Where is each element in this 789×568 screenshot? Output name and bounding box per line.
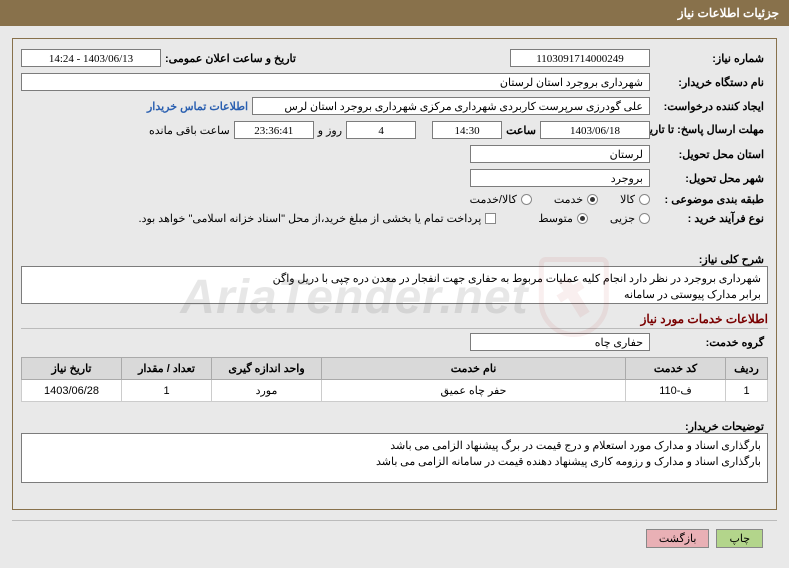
buyer-notes-line1: بارگذاری اسناد و مدارک مورد استعلام و در… — [28, 438, 761, 454]
need-no-value: 1103091714000249 — [510, 49, 650, 67]
need-desc-line2: برابر مدارک پیوستی در سامانه — [28, 287, 761, 303]
remaining-suffix: ساعت باقی مانده — [145, 124, 234, 137]
need-desc-box: شهرداری بروجرد در نظر دارد انجام کلیه عم… — [21, 266, 768, 304]
type-minor-radio[interactable]: جزیی — [610, 212, 650, 225]
radio-icon — [639, 213, 650, 224]
buyer-notes-label: توضیحات خریدار: — [650, 410, 768, 433]
service-group-label: گروه خدمت: — [650, 336, 768, 349]
print-button[interactable]: چاپ — [716, 529, 763, 548]
hms-remaining: 23:36:41 — [234, 121, 314, 139]
radio-icon — [577, 213, 588, 224]
deadline-date: 1403/06/18 — [540, 121, 650, 139]
requester-label: ایجاد کننده درخواست: — [650, 100, 768, 113]
class-goods-service-text: کالا/خدمت — [470, 193, 517, 206]
details-fieldset: شماره نیاز: 1103091714000249 تاریخ و ساع… — [12, 38, 777, 510]
class-service-radio[interactable]: خدمت — [554, 193, 598, 206]
service-group-value: حفاری چاه — [470, 333, 650, 351]
td-idx: 1 — [726, 380, 768, 402]
city-label: شهر محل تحویل: — [650, 172, 768, 185]
city-value: بروجرد — [470, 169, 650, 187]
province-value: لرستان — [470, 145, 650, 163]
buyer-notes-line2: بارگذاری اسناد و مدارک و رزومه کاری پیشن… — [28, 454, 761, 470]
radio-icon — [521, 194, 532, 205]
province-label: استان محل تحویل: — [650, 148, 768, 161]
th-qty: تعداد / مقدار — [122, 358, 212, 380]
type-medium-radio[interactable]: متوسط — [538, 212, 588, 225]
class-goods-service-radio[interactable]: کالا/خدمت — [470, 193, 532, 206]
type-minor-text: جزیی — [610, 212, 635, 225]
time-label: ساعت — [502, 124, 540, 137]
buyer-org-label: نام دستگاه خریدار: — [650, 76, 768, 89]
announce-dt-value: 1403/06/13 - 14:24 — [21, 49, 161, 67]
days-remaining: 4 — [346, 121, 416, 139]
deadline-label: مهلت ارسال پاسخ: تا تاریخ: — [650, 124, 768, 136]
radio-icon — [639, 194, 650, 205]
class-label: طبقه بندی موضوعی : — [650, 193, 768, 206]
announce-dt-label: تاریخ و ساعت اعلان عمومی: — [161, 52, 300, 65]
page-title: جزئیات اطلاعات نیاز — [678, 6, 779, 20]
td-qty: 1 — [122, 380, 212, 402]
class-service-text: خدمت — [554, 193, 583, 206]
deadline-time: 14:30 — [432, 121, 502, 139]
need-desc-label: شرح کلی نیاز: — [650, 249, 768, 266]
td-name: حفر چاه عمیق — [322, 380, 626, 402]
days-and: روز و — [314, 124, 346, 137]
title-bar: جزئیات اطلاعات نیاز — [0, 0, 789, 26]
td-code: ف-110 — [626, 380, 726, 402]
th-date: تاریخ نیاز — [22, 358, 122, 380]
th-code: کد خدمت — [626, 358, 726, 380]
treasury-checkbox[interactable] — [485, 213, 496, 224]
class-goods-radio[interactable]: کالا — [620, 193, 650, 206]
buyer-org-value: شهرداری بروجرد استان لرستان — [21, 73, 650, 91]
td-unit: مورد — [212, 380, 322, 402]
requester-value: علی گودرزی سرپرست کاربردی شهرداری مرکزی … — [252, 97, 650, 115]
back-button[interactable]: بازگشت — [646, 529, 710, 548]
need-desc-line1: شهرداری بروجرد در نظر دارد انجام کلیه عم… — [28, 271, 761, 287]
table-row: 1 ف-110 حفر چاه عمیق مورد 1 1403/06/28 — [22, 380, 768, 402]
services-section-title: اطلاعات خدمات مورد نیاز — [21, 312, 768, 329]
buyer-contact-link[interactable]: اطلاعات تماس خریدار — [143, 100, 252, 113]
class-goods-text: کالا — [620, 193, 635, 206]
th-row: ردیف — [726, 358, 768, 380]
need-no-label: شماره نیاز: — [650, 52, 768, 65]
type-medium-text: متوسط — [538, 212, 573, 225]
th-unit: واحد اندازه گیری — [212, 358, 322, 380]
radio-icon — [587, 194, 598, 205]
td-date: 1403/06/28 — [22, 380, 122, 402]
purchase-type-label: نوع فرآیند خرید : — [650, 212, 768, 225]
content-area: AriaTender.net شماره نیاز: 1103091714000… — [0, 26, 789, 568]
buyer-notes-box: بارگذاری اسناد و مدارک مورد استعلام و در… — [21, 433, 768, 483]
th-name: نام خدمت — [322, 358, 626, 380]
payment-note: پرداخت تمام یا بخشی از مبلغ خرید،از محل … — [139, 212, 482, 225]
buttons-row: چاپ بازگشت — [12, 520, 777, 556]
services-table: ردیف کد خدمت نام خدمت واحد اندازه گیری ت… — [21, 357, 768, 402]
